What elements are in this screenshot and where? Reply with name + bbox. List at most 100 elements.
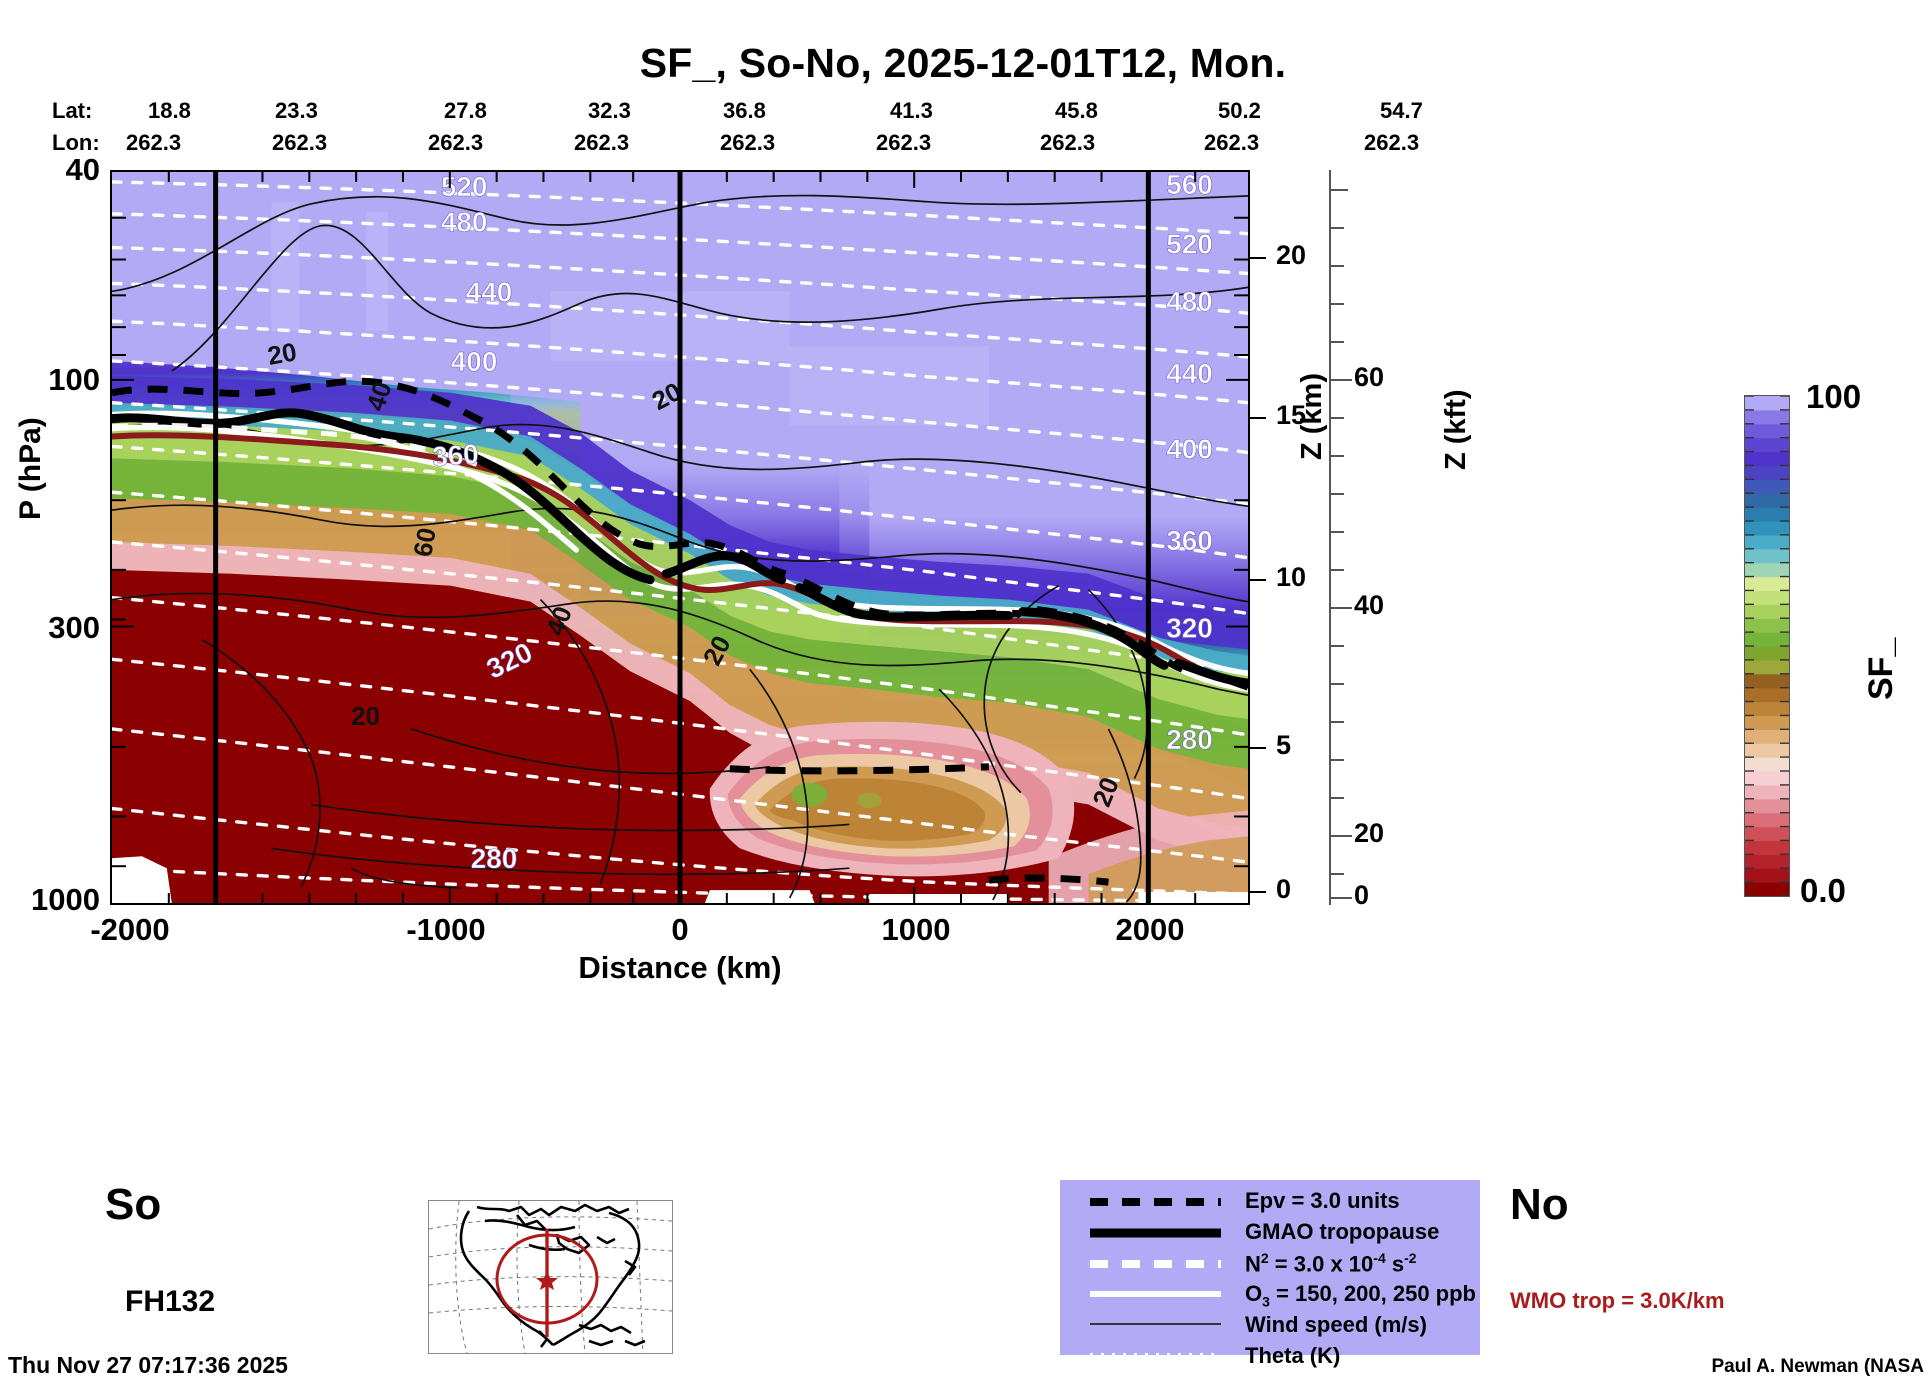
locator-map-inset[interactable] (428, 1200, 673, 1354)
left-endpoint-label: So (105, 1180, 162, 1229)
lat-value-8: 54.7 (1380, 98, 1423, 123)
lat-value-1: 23.3 (275, 98, 318, 123)
colorbar-swatches (1745, 396, 1789, 896)
theta-label-440-right: 440 (1166, 358, 1213, 389)
longitude-header-row: Lon: 262.3 262.3 262.3 262.3 262.3 262.3… (0, 130, 1419, 156)
theta-label-560-right: 560 (1166, 172, 1213, 200)
z-km-tick-20: 20 (1276, 240, 1307, 270)
locator-map-graphic (429, 1201, 672, 1353)
epv-contours (112, 377, 1248, 886)
colorbar-max-label: 100 (1806, 378, 1862, 415)
colorbar[interactable] (1744, 395, 1790, 897)
lon-value-3: 262.3 (574, 130, 630, 155)
y-tick-1000: 1000 (31, 882, 100, 917)
contour-field: 520 480 440 400 560 520 480 440 400 360 … (112, 172, 1248, 903)
lat-value-3: 32.3 (588, 98, 631, 123)
legend-box: Epv = 3.0 units GMAO tropopause N2 = 3.0… (1060, 1180, 1480, 1368)
legend-label-n2: N2 = 3.0 x 10-4 s-2 (1245, 1250, 1417, 1277)
lat-value-7: 50.2 (1218, 98, 1261, 123)
lon-value-6: 262.3 (1040, 130, 1096, 155)
lat-value-6: 45.8 (1055, 98, 1098, 123)
lon-value-2: 262.3 (428, 130, 484, 155)
legend-item-epv: Epv = 3.0 units (1060, 1188, 1480, 1217)
theta-label-360-mid: 360 (431, 438, 480, 472)
z-kft-tick-0: 0 (1354, 880, 1370, 910)
generation-timestamp: Thu Nov 27 07:17:36 2025 (8, 1352, 288, 1378)
tan-band (112, 498, 1248, 849)
x-tick--2000: -2000 (90, 912, 170, 947)
theta-label-480-left: 480 (441, 207, 488, 238)
dark-green-band (112, 458, 1248, 789)
theta-label-520-right: 520 (1166, 229, 1213, 260)
latitude-label: Lat: (52, 98, 93, 123)
lat-value-5: 41.3 (890, 98, 933, 123)
lat-value-4: 36.8 (723, 98, 766, 123)
legend-label-theta: Theta (K) (1245, 1343, 1341, 1368)
z-km-tick-0: 0 (1276, 874, 1292, 904)
vertical-reference-lines (213, 172, 1151, 903)
z-kft-axis-label: Z (kft) (1440, 389, 1472, 470)
theta-contours (112, 180, 1248, 903)
lon-value-5: 262.3 (876, 130, 932, 155)
author-credit: Paul A. Newman (NASA (1711, 1356, 1924, 1377)
lon-value-7: 262.3 (1204, 130, 1260, 155)
theta-label-400-right: 400 (1166, 433, 1213, 464)
theta-label-520-left: 520 (441, 172, 488, 202)
legend-key-thin-black (1090, 1323, 1221, 1325)
theta-label-280-right: 280 (1166, 724, 1213, 755)
z-kft-axis: 60 40 20 0 (1322, 170, 1392, 910)
page-title: SF_, So-No, 2025-12-01T12, Mon. (639, 40, 1287, 86)
legend-key-solid-thick-black (1090, 1228, 1221, 1238)
z-kft-tick-20: 20 (1354, 818, 1385, 848)
legend-label-gmao: GMAO tropopause (1245, 1219, 1440, 1244)
z-km-axis: 20 15 10 5 0 (1250, 170, 1310, 905)
z-km-tick-15: 15 (1276, 400, 1307, 430)
lon-value-1: 262.3 (272, 130, 328, 155)
y-tick-100: 100 (48, 362, 100, 397)
plot-frame-ticks (112, 172, 1248, 903)
x-axis-label: Distance (km) (578, 950, 782, 985)
legend-key-solid-white (1090, 1291, 1221, 1297)
legend-item-ozone: O3 = 150, 200, 250 ppb (1060, 1281, 1480, 1310)
x-tick-0: 0 (671, 912, 689, 947)
lat-value-2: 27.8 (444, 98, 487, 123)
lon-value-4: 262.3 (720, 130, 776, 155)
lon-value-8: 262.3 (1364, 130, 1420, 155)
legend-label-wind: Wind speed (m/s) (1245, 1312, 1427, 1337)
y-axis-ticklabels: 40 100 300 1000 (0, 152, 100, 917)
legend-label-epv: Epv = 3.0 units (1245, 1188, 1400, 1213)
z-kft-tick-40: 40 (1354, 590, 1385, 620)
wind-label-20d: 20 (351, 703, 380, 731)
longitude-label: Lon: (52, 130, 100, 155)
legend-item-wind: Wind speed (m/s) (1060, 1312, 1480, 1341)
x-tick--1000: -1000 (406, 912, 486, 947)
latitude-header-row: Lat: 18.8 23.3 27.8 32.3 36.8 41.3 45.8 … (0, 98, 1423, 124)
legend-key-dashed-black (1090, 1198, 1221, 1206)
legend-key-dashed-white (1090, 1260, 1221, 1268)
right-endpoint-label: No (1510, 1180, 1569, 1229)
z-km-tick-5: 5 (1276, 730, 1292, 760)
lat-value-0: 18.8 (148, 98, 191, 123)
y-tick-40: 40 (65, 152, 100, 187)
x-tick-2000: 2000 (1115, 912, 1185, 947)
theta-label-400-left: 400 (451, 346, 498, 377)
theta-label-480-right: 480 (1166, 286, 1213, 317)
theta-label-320-right: 320 (1166, 612, 1213, 643)
cross-section-plot[interactable]: 520 480 440 400 560 520 480 440 400 360 … (110, 170, 1250, 905)
theta-label-440-left: 440 (466, 276, 513, 307)
wmo-tropopause-note: WMO trop = 3.0K/km (1510, 1288, 1725, 1313)
wind-label-20a: 20 (266, 338, 299, 371)
legend-key-dotted-white (1090, 1353, 1221, 1357)
forecast-hour-label: FH132 (125, 1285, 216, 1318)
wind-label-60: 60 (409, 526, 442, 559)
legend-item-n2: N2 = 3.0 x 10-4 s-2 (1060, 1250, 1480, 1279)
legend-item-gmao: GMAO tropopause (1060, 1219, 1480, 1248)
lon-value-0: 262.3 (126, 130, 182, 155)
x-axis-ticklabels: -2000 -1000 0 1000 2000 (90, 912, 1250, 952)
legend-label-ozone: O3 = 150, 200, 250 ppb (1245, 1281, 1476, 1310)
z-km-tick-10: 10 (1276, 562, 1307, 592)
x-tick-1000: 1000 (881, 912, 951, 947)
colorbar-min-label: 0.0 (1800, 872, 1846, 909)
contour-labels: 520 480 440 400 560 520 480 440 400 360 … (266, 172, 1213, 874)
theta-label-280-mid: 280 (471, 843, 518, 874)
